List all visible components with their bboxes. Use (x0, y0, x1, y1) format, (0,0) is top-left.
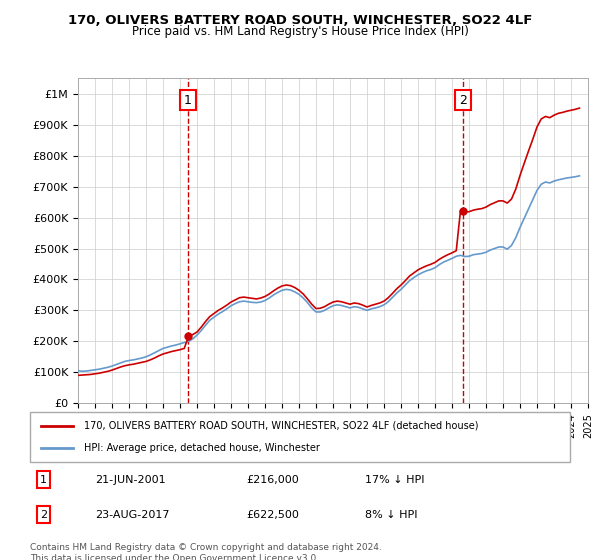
FancyBboxPatch shape (30, 412, 570, 462)
Text: 1: 1 (40, 474, 47, 484)
Text: 170, OLIVERS BATTERY ROAD SOUTH, WINCHESTER, SO22 4LF (detached house): 170, OLIVERS BATTERY ROAD SOUTH, WINCHES… (84, 421, 479, 431)
Text: Contains HM Land Registry data © Crown copyright and database right 2024.
This d: Contains HM Land Registry data © Crown c… (30, 543, 382, 560)
Text: 2: 2 (459, 94, 467, 106)
Text: £216,000: £216,000 (246, 474, 299, 484)
Text: HPI: Average price, detached house, Winchester: HPI: Average price, detached house, Winc… (84, 443, 320, 453)
Text: 170, OLIVERS BATTERY ROAD SOUTH, WINCHESTER, SO22 4LF: 170, OLIVERS BATTERY ROAD SOUTH, WINCHES… (68, 14, 532, 27)
Text: 21-JUN-2001: 21-JUN-2001 (95, 474, 166, 484)
Text: £622,500: £622,500 (246, 510, 299, 520)
Text: 2: 2 (40, 510, 47, 520)
Text: 8% ↓ HPI: 8% ↓ HPI (365, 510, 418, 520)
Text: 23-AUG-2017: 23-AUG-2017 (95, 510, 169, 520)
Text: 1: 1 (184, 94, 192, 106)
Text: 17% ↓ HPI: 17% ↓ HPI (365, 474, 424, 484)
Text: Price paid vs. HM Land Registry's House Price Index (HPI): Price paid vs. HM Land Registry's House … (131, 25, 469, 38)
